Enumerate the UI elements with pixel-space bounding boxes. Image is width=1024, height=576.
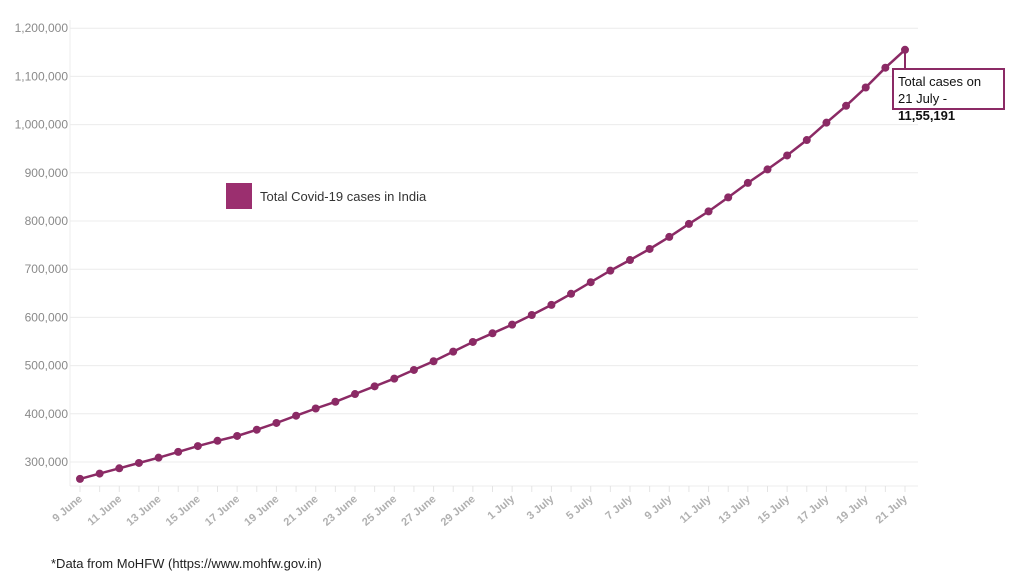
x-tick-label: 23 June [321,493,360,529]
x-tick-label: 27 June [399,493,438,529]
data-point[interactable] [115,464,124,473]
x-tick-label: 13 June [124,493,163,529]
y-tick-label: 300,000 [25,455,69,469]
y-tick-label: 1,000,000 [15,118,69,132]
y-tick-label: 600,000 [25,310,69,324]
annotation-value: 11,55,191 [898,108,956,123]
y-tick-label: 400,000 [25,407,69,421]
x-tick-label: 15 July [756,493,793,527]
data-point[interactable] [193,442,202,451]
data-point[interactable] [547,300,556,309]
data-point[interactable] [449,347,458,356]
data-point[interactable] [488,329,497,338]
data-point[interactable] [213,436,222,445]
series-total-cases [76,45,909,483]
x-tick-label: 29 June [439,493,478,529]
data-point[interactable] [331,397,340,406]
data-point[interactable] [802,136,811,145]
x-tick-label: 19 June [242,493,281,529]
data-point[interactable] [95,469,104,478]
x-tick-label: 21 July [874,493,911,527]
data-point[interactable] [861,83,870,92]
data-point[interactable] [527,310,536,319]
data-point[interactable] [390,374,399,383]
x-axis: 9 June 11 June 13 June 15 June 17 June 19 Jun… [51,486,911,529]
data-point[interactable] [783,151,792,160]
data-point[interactable] [567,289,576,298]
data-point[interactable] [626,256,634,265]
y-axis-ticks: 1,200,000 1,100,000 1,000,000 900,000 800,00… [15,21,69,469]
data-point[interactable] [645,244,654,253]
data-point[interactable] [743,178,752,187]
x-tick-label: 7 July [603,493,635,523]
x-tick-label: 25 June [360,493,399,529]
data-point[interactable] [154,453,163,462]
footnote: *Data from MoHFW (https://www.mohfw.gov.… [51,556,322,571]
annotation-callout: Total cases on 21 July - 11,55,191 [892,68,1005,123]
data-point[interactable] [134,458,143,467]
data-point[interactable] [842,101,851,110]
data-point[interactable] [586,278,595,287]
data-point[interactable] [468,337,477,346]
data-point[interactable] [233,431,242,440]
data-point[interactable] [311,404,320,413]
y-tick-label: 1,100,000 [15,69,69,83]
data-point[interactable] [351,390,359,399]
annotation-line1: Total cases on [898,74,982,89]
x-tick-label: 3 July [525,493,557,523]
legend-swatch [226,183,252,209]
data-point[interactable] [508,320,517,329]
data-point[interactable] [409,365,418,374]
x-tick-label: 5 July [564,493,596,523]
series-line [79,48,906,481]
data-point[interactable] [272,418,281,427]
x-tick-label: 11 July [678,493,714,526]
legend-label: Total Covid-19 cases in India [260,188,427,204]
data-point[interactable] [429,357,438,366]
data-point[interactable] [76,474,84,483]
data-point[interactable] [881,63,890,72]
data-point[interactable] [724,193,733,202]
y-tick-label: 700,000 [25,262,69,276]
data-point[interactable] [252,425,261,434]
data-point[interactable] [704,207,713,216]
data-point[interactable] [174,447,183,456]
data-point[interactable] [370,382,379,391]
x-tick-label: 1 July [485,493,517,523]
x-tick-label: 19 July [834,493,871,527]
data-point[interactable] [292,411,301,420]
annotation-line2: 21 July - 11,55,191 [898,90,999,124]
y-tick-label: 800,000 [25,214,69,228]
data-point[interactable] [684,219,693,228]
y-tick-label: 500,000 [25,359,69,373]
data-point[interactable] [763,165,772,174]
x-tick-label: 17 June [203,493,242,529]
annotation-date: 21 July - [898,91,948,106]
legend: Total Covid-19 cases in India [226,183,426,209]
x-tick-label: 21 June [282,493,321,529]
x-tick-label: 17 July [795,493,832,527]
y-tick-label: 900,000 [25,166,69,180]
data-point[interactable] [606,266,615,275]
data-point[interactable] [822,118,831,127]
gridlines [69,20,918,487]
x-tick-label: 15 June [164,493,203,529]
x-tick-label: 9 June [51,493,85,525]
y-tick-label: 1,200,000 [15,21,69,35]
x-tick-label: 11 June [86,493,125,528]
x-tick-label: 13 July [716,493,753,527]
x-tick-label: 9 July [643,493,675,523]
data-point[interactable] [665,232,674,241]
